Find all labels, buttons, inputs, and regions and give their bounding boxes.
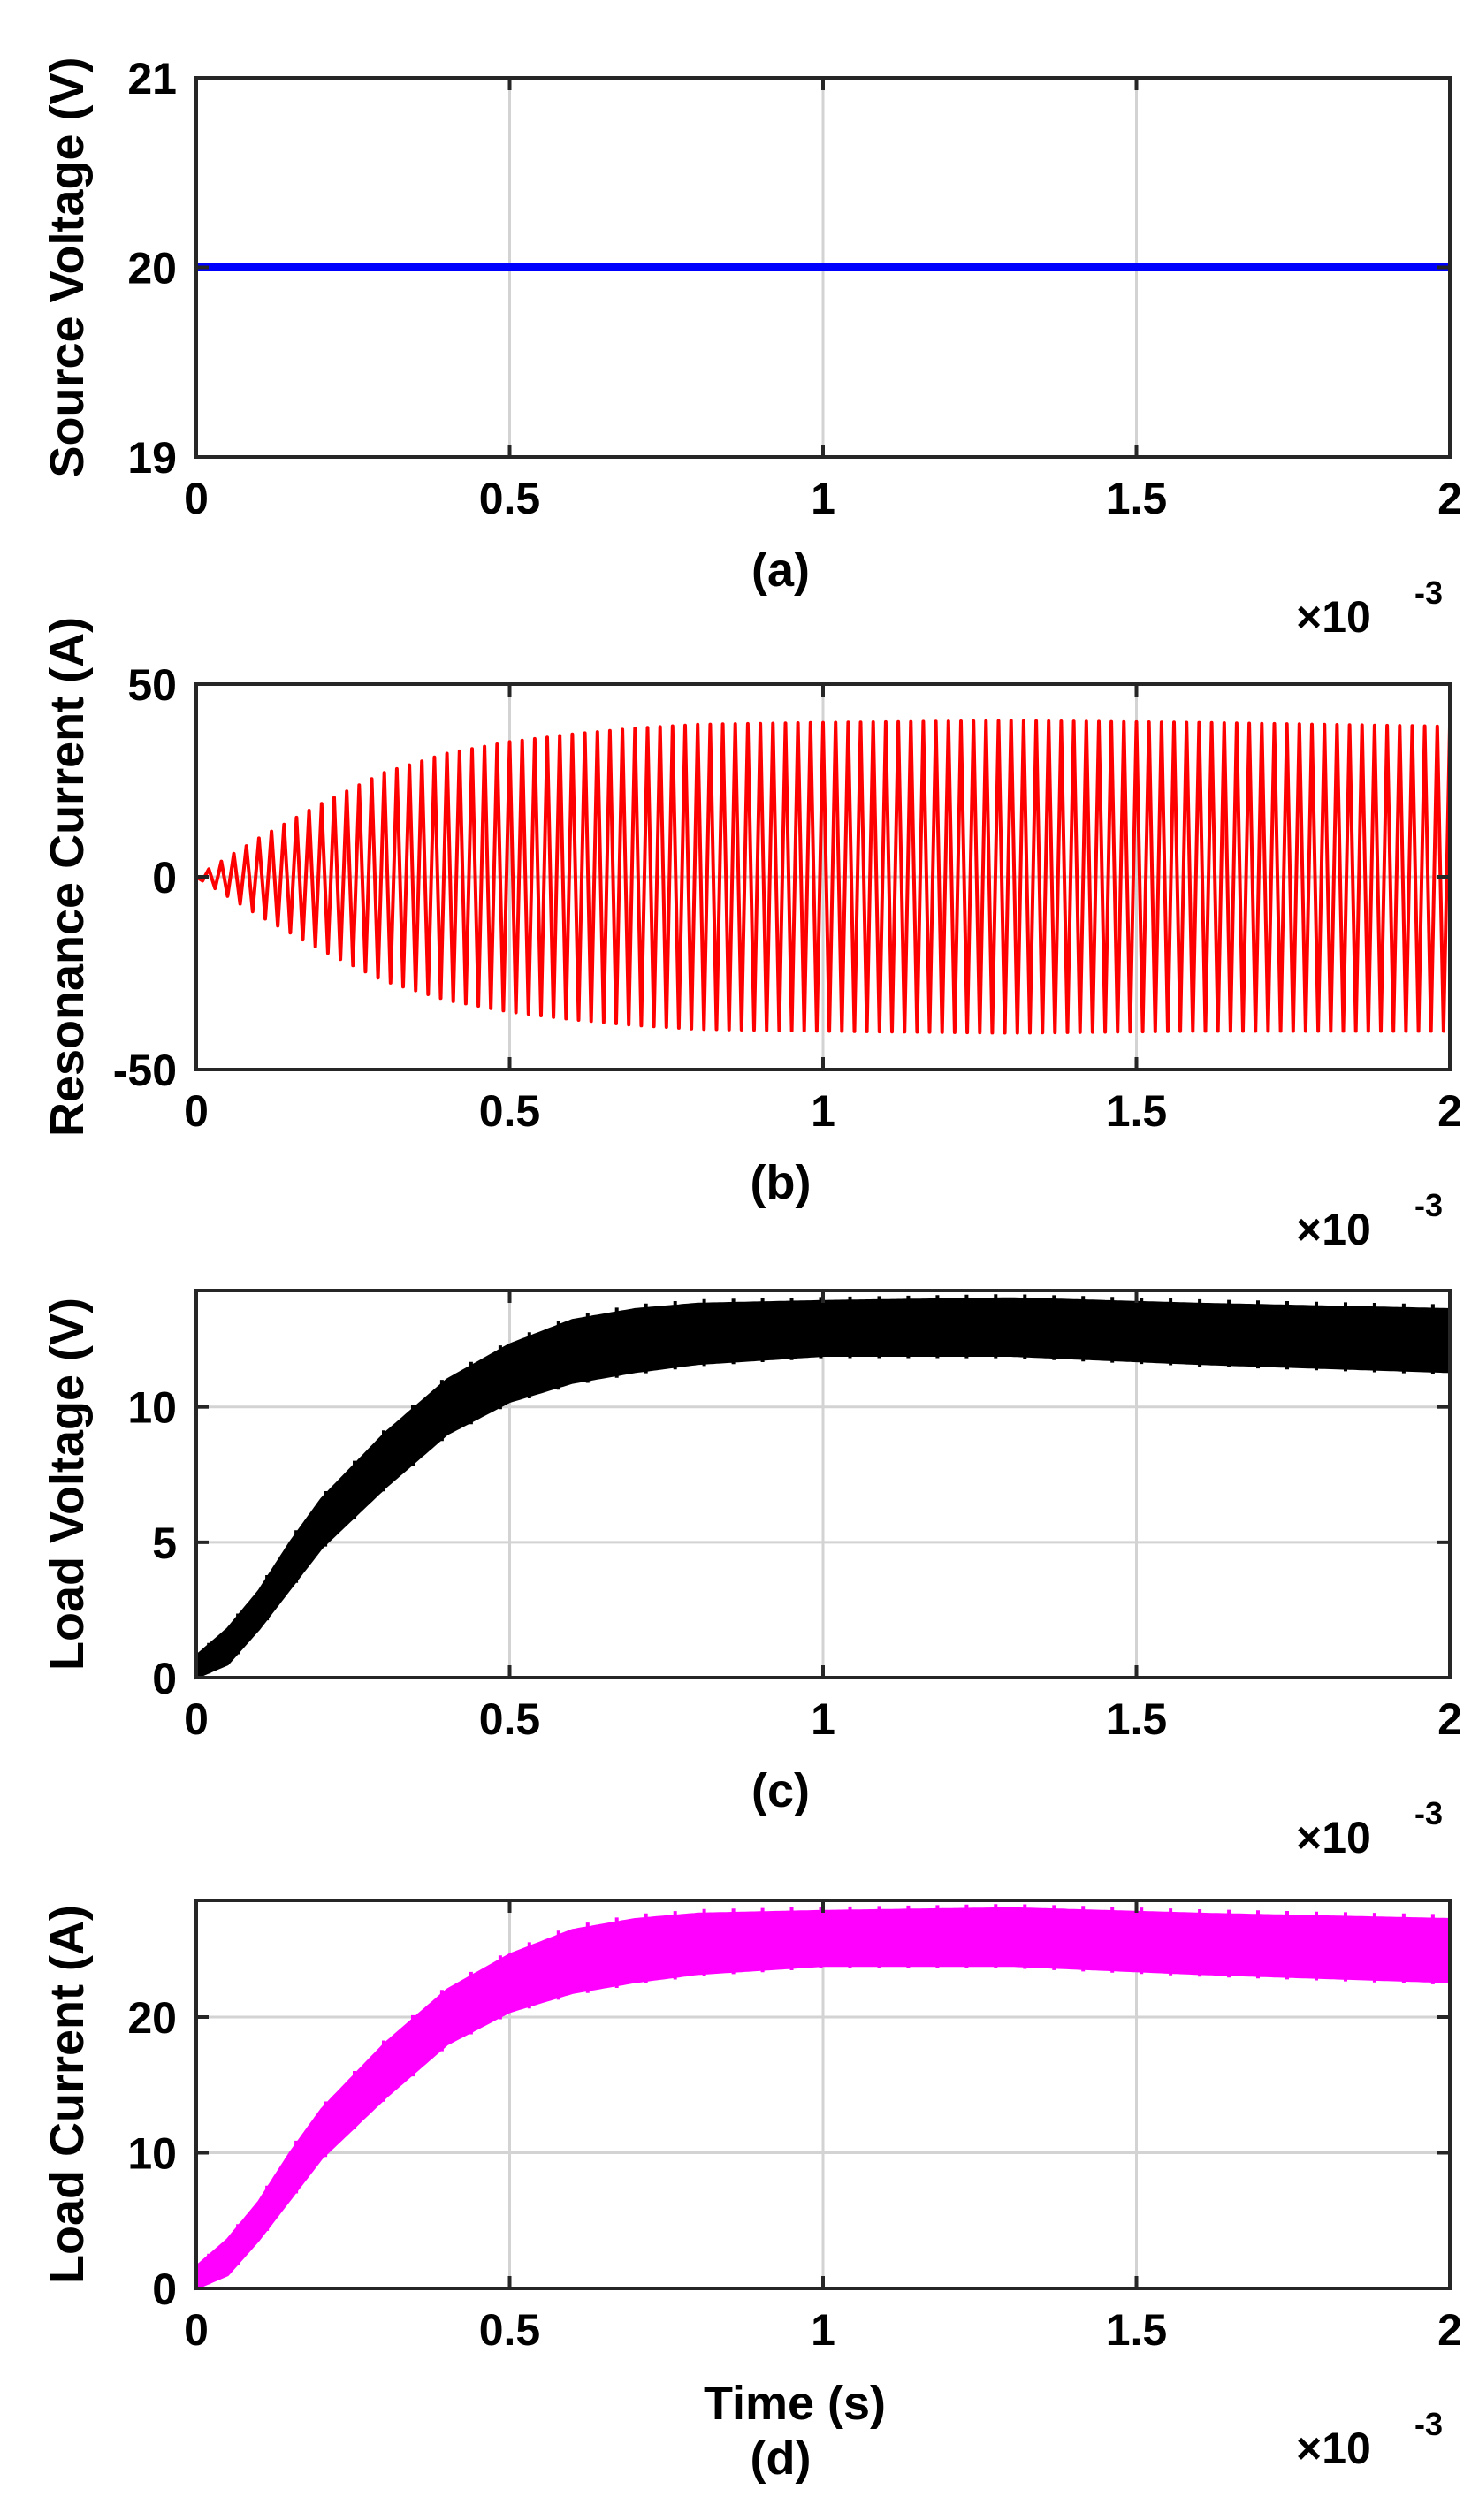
- x-tick-label: 1.5: [1106, 2305, 1168, 2355]
- exponent-power: -3: [1414, 1795, 1443, 1831]
- x-tick-label: 0.5: [479, 1086, 541, 1136]
- panel-caption: (a): [751, 544, 810, 597]
- series-b: [194, 719, 1452, 1035]
- y-axis-label: Source Voltage (V): [41, 57, 94, 477]
- panel-caption: (b): [751, 1156, 812, 1209]
- exponent-base: ×10: [1296, 1205, 1371, 1254]
- x-tick-label: 0: [184, 474, 209, 523]
- x-axis-label: Time (s): [704, 2377, 886, 2430]
- y-axis-label: Resonance Current (A): [41, 617, 94, 1137]
- x-tick-label: 2: [1437, 474, 1462, 523]
- y-tick-label: 19: [127, 433, 177, 483]
- y-tick-label: 21: [127, 54, 177, 103]
- y-tick-label: 20: [127, 244, 177, 293]
- panel-c: 0 0.5 1 1.5 2 0 5 10 Load Voltage (V) (c) ×10 -3: [41, 1289, 1462, 1862]
- x-tick-label: 0.5: [479, 474, 541, 523]
- exponent-power: -3: [1414, 575, 1443, 611]
- exponent-power: -3: [1414, 2406, 1443, 2442]
- panel-a: 0 0.5 1 1.5 2 19 20 21 Source Voltage (V) (a) ×10 -…: [41, 54, 1462, 642]
- x-tick-label: 1: [811, 1694, 835, 1744]
- x-tick-label: 0: [184, 1086, 209, 1136]
- ripple-spikes: [207, 1294, 1445, 1674]
- y-tick-label: 0: [152, 1654, 177, 1703]
- panel-caption: (d): [751, 2432, 812, 2485]
- y-tick-label: -50: [113, 1046, 177, 1095]
- y-axis-label: Load Voltage (V): [41, 1298, 94, 1671]
- y-tick-label: 50: [127, 660, 177, 710]
- y-tick-label: 5: [152, 1519, 177, 1568]
- x-tick-label: 0.5: [479, 1694, 541, 1744]
- ripple-spikes: [207, 1904, 1445, 2285]
- x-exponent-label: ×10 -3: [1296, 2406, 1443, 2473]
- y-axis-label: Load Current (A): [41, 1905, 94, 2284]
- panel-caption: (c): [751, 1764, 810, 1817]
- y-tick-label: 20: [127, 1993, 177, 2043]
- exponent-base: ×10: [1296, 2424, 1371, 2473]
- x-tick-label: 1.5: [1106, 1086, 1168, 1136]
- y-tick-label: 0: [152, 853, 177, 902]
- y-tick-label: 10: [127, 1383, 177, 1433]
- x-tick-label: 1: [811, 1086, 835, 1136]
- exponent-power: -3: [1414, 1187, 1443, 1223]
- y-tick-label: 0: [152, 2265, 177, 2314]
- x-exponent-label: ×10 -3: [1296, 1795, 1443, 1862]
- exponent-base: ×10: [1296, 1813, 1371, 1862]
- x-tick-label: 2: [1437, 2305, 1462, 2355]
- x-tick-label: 0.5: [479, 2305, 541, 2355]
- exponent-base: ×10: [1296, 592, 1371, 642]
- resonance-current-waveform: [194, 719, 1452, 1035]
- x-tick-label: 1.5: [1106, 1694, 1168, 1744]
- x-tick-label: 1: [811, 474, 835, 523]
- y-tick-label: 10: [127, 2129, 177, 2179]
- x-tick-label: 2: [1437, 1086, 1462, 1136]
- x-tick-label: 0: [184, 1694, 209, 1744]
- x-tick-label: 2: [1437, 1694, 1462, 1744]
- x-exponent-label: ×10 -3: [1296, 575, 1443, 642]
- x-exponent-label: ×10 -3: [1296, 1187, 1443, 1254]
- x-tick-label: 0: [184, 2305, 209, 2355]
- x-tick-label: 1: [811, 2305, 835, 2355]
- x-tick-label: 1.5: [1106, 474, 1168, 523]
